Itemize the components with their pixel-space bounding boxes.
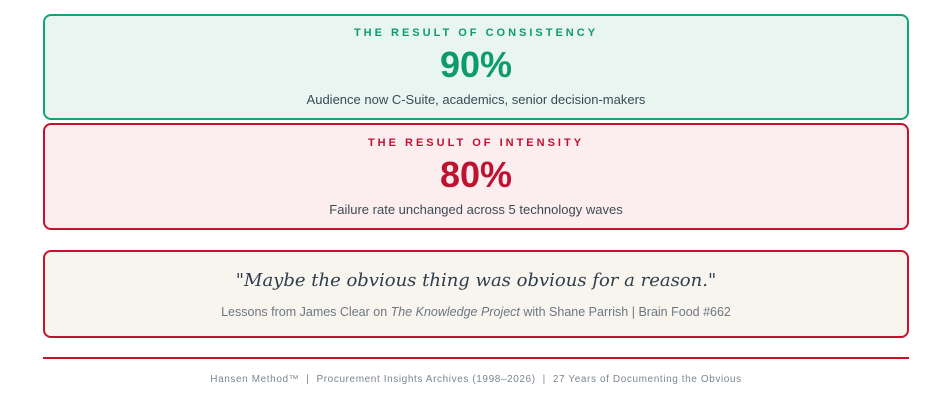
stat-card-value: 80%: [439, 153, 513, 195]
stat-card-value: 90%: [439, 44, 513, 85]
quote-attribution-suffix: with Shane Parrish | Brain Food #662: [519, 304, 731, 319]
footer-tagline: 27 Years of Documenting the Obvious: [552, 374, 742, 385]
stat-card-subtitle: Failure rate unchanged across 5 technolo…: [329, 201, 623, 217]
footer-divider-rule: [43, 357, 909, 359]
footer-separator: |: [306, 374, 310, 385]
quote-card: "Maybe the obvious thing was obvious for…: [43, 250, 909, 338]
quote-attribution-source: The Knowledge Project: [390, 304, 520, 319]
footer-text: Hansen Method™ | Procurement Insights Arch…: [0, 374, 952, 385]
stat-card-intensity: THE RESULT OF INTENSITY 80% Failure rate…: [43, 123, 909, 230]
quote-attribution: Lessons from James Clear on The Knowledg…: [221, 305, 731, 319]
footer-separator: |: [542, 374, 546, 385]
stat-card-subtitle: Audience now C-Suite, academics, senior …: [306, 92, 646, 107]
stat-card-label: THE RESULT OF CONSISTENCY: [353, 27, 599, 39]
footer-brand: Hansen Method™: [210, 374, 300, 385]
stat-card-consistency: THE RESULT OF CONSISTENCY 90% Audience n…: [43, 14, 909, 120]
quote-text: "Maybe the obvious thing was obvious for…: [235, 269, 717, 291]
page-container: THE RESULT OF CONSISTENCY 90% Audience n…: [43, 0, 909, 338]
footer-archive-range: Procurement Insights Archives (1998–2026…: [316, 374, 536, 385]
stat-card-label: THE RESULT OF INTENSITY: [367, 136, 585, 149]
quote-attribution-prefix: Lessons from James Clear on: [221, 304, 391, 319]
